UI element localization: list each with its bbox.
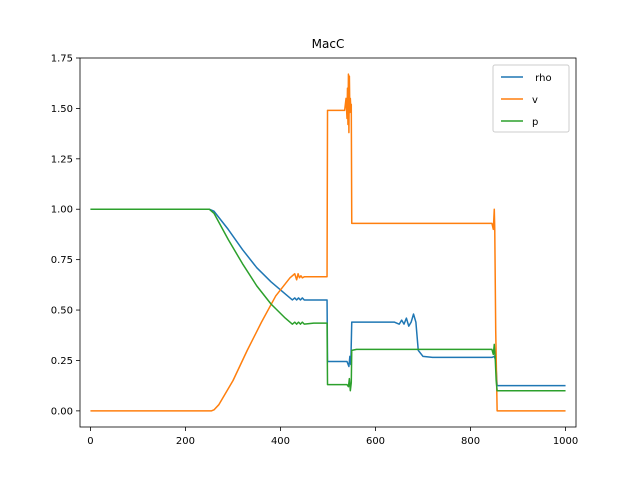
- legend-label: rho: [532, 73, 552, 84]
- x-tick-label: 1000: [553, 436, 578, 447]
- x-tick-label: 800: [461, 436, 480, 447]
- y-tick-label: 0.75: [51, 255, 73, 266]
- y-tick-label: 1.25: [51, 154, 73, 165]
- chart-title: MacC: [312, 37, 345, 51]
- y-tick-label: 1.75: [51, 54, 73, 65]
- x-tick-label: 400: [271, 436, 290, 447]
- y-tick-label: 0.50: [51, 306, 73, 317]
- x-axis: 0 200 400 600 800 1000: [87, 427, 578, 447]
- legend-label: v: [532, 95, 538, 106]
- x-tick-label: 600: [366, 436, 385, 447]
- y-tick-label: 1.00: [51, 205, 73, 216]
- y-tick-label: 1.50: [51, 104, 73, 115]
- legend-label: p: [532, 117, 538, 128]
- x-tick-label: 0: [87, 436, 93, 447]
- legend: rho vp: [492, 64, 570, 133]
- series-line-p: [90, 208, 566, 392]
- y-tick-label: 0.00: [51, 406, 73, 417]
- plot-area: [79, 57, 577, 428]
- y-axis: 0.00 0.25 0.50 0.75 1.00 1.25 1.50 1.75: [51, 54, 80, 417]
- x-tick-label: 200: [176, 436, 195, 447]
- legend-box: [492, 64, 570, 133]
- y-tick-label: 0.25: [51, 356, 73, 367]
- axes-frame: [79, 57, 577, 428]
